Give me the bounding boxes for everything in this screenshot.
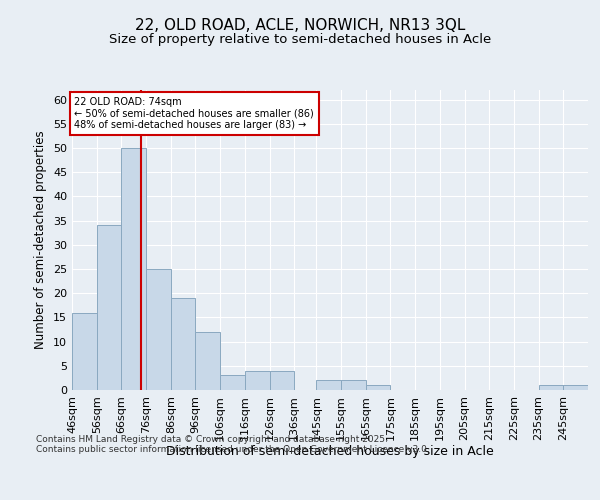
Text: 22 OLD ROAD: 74sqm
← 50% of semi-detached houses are smaller (86)
48% of semi-de: 22 OLD ROAD: 74sqm ← 50% of semi-detache… [74,98,314,130]
Bar [72,312,97,390]
X-axis label: Distribution of semi-detached houses by size in Acle: Distribution of semi-detached houses by … [166,446,494,458]
Bar [97,226,121,390]
Bar [269,370,294,390]
Bar [366,385,391,390]
Bar [171,298,196,390]
Bar [196,332,220,390]
Bar [146,269,171,390]
Bar [316,380,341,390]
Text: Contains HM Land Registry data © Crown copyright and database right 2025.
Contai: Contains HM Land Registry data © Crown c… [36,435,430,454]
Bar [121,148,146,390]
Bar [341,380,366,390]
Y-axis label: Number of semi-detached properties: Number of semi-detached properties [34,130,47,350]
Text: Size of property relative to semi-detached houses in Acle: Size of property relative to semi-detach… [109,32,491,46]
Bar [539,385,563,390]
Text: 22, OLD ROAD, ACLE, NORWICH, NR13 3QL: 22, OLD ROAD, ACLE, NORWICH, NR13 3QL [135,18,465,32]
Bar [220,376,245,390]
Bar [563,385,588,390]
Bar [245,370,269,390]
